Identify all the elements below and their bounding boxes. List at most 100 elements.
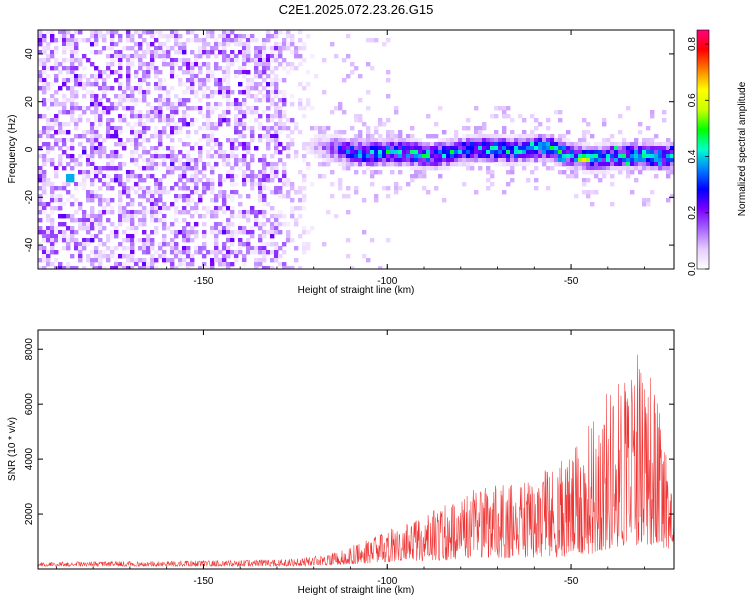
spectrogram-cell: [74, 66, 79, 71]
spectrogram-cell: [162, 86, 167, 91]
spectrogram-cell: [342, 78, 347, 83]
spectrogram-cell: [266, 146, 271, 151]
spectrogram-cell: [38, 174, 43, 179]
spectrogram-cell: [142, 230, 147, 235]
spectrogram-cell: [338, 142, 343, 147]
spectrogram-cell: [470, 166, 475, 171]
spectrogram-cell: [174, 130, 179, 135]
spectrogram-cell: [278, 158, 283, 163]
spectrogram-cell: [318, 142, 323, 147]
spectrogram-cell: [42, 142, 47, 147]
spectrogram-cell: [222, 210, 227, 215]
spectrogram-cell: [74, 242, 79, 247]
spectrogram-cell: [526, 138, 531, 143]
spectrogram-cell: [418, 158, 423, 163]
spectrogram-cell: [210, 178, 215, 183]
spectrogram-cell: [410, 154, 415, 159]
spectrogram-cell: [634, 162, 639, 167]
spectrogram-cell: [574, 154, 579, 159]
spectrogram-cell: [502, 110, 507, 115]
spectrogram-cell: [626, 170, 631, 175]
spectrogram-cell: [98, 30, 103, 35]
spectrogram-cell: [110, 266, 115, 269]
spectrogram-cell: [262, 154, 267, 159]
spectrogram-cell: [410, 178, 415, 183]
spectrogram-cell: [214, 226, 219, 231]
spectrogram-cell: [198, 46, 203, 51]
spectrogram-cell: [278, 98, 283, 103]
spectrogram-cell: [262, 202, 267, 207]
spectrogram-cell: [522, 138, 527, 143]
spectrogram-cell: [198, 38, 203, 43]
spectrogram-cell: [486, 146, 491, 151]
spectrogram-cell: [54, 230, 59, 235]
spectrogram-cell: [114, 246, 119, 251]
spectrogram-cell: [118, 98, 123, 103]
spectrogram-cell: [106, 46, 111, 51]
spectrogram-cell: [50, 194, 55, 199]
spectrogram-cell: [106, 74, 111, 79]
spectrogram-cell: [190, 190, 195, 195]
spectrogram-cell: [270, 98, 275, 103]
spectrogram-cell: [430, 154, 435, 159]
colorbar: 0.00.20.40.60.8 Normalized spectral ampl…: [687, 29, 748, 276]
spectrogram-cell: [158, 194, 163, 199]
spectrogram-cell: [194, 34, 199, 39]
spectrogram-cell: [170, 162, 175, 167]
spectrogram-cell: [590, 158, 595, 163]
spectrogram-cell: [414, 150, 419, 155]
spectrogram-cell: [86, 118, 91, 123]
spectrogram-cell: [150, 154, 155, 159]
spectrogram-cell: [98, 202, 103, 207]
spectrogram-cell: [330, 134, 335, 139]
spectrogram-cell: [254, 250, 259, 255]
spectrogram-cell: [38, 62, 43, 67]
spectrogram-cell: [494, 146, 499, 151]
spectrogram-cell: [198, 146, 203, 151]
spectrogram-cell: [54, 102, 59, 107]
spectrogram-cell: [222, 54, 227, 59]
spectrogram-cell: [106, 238, 111, 243]
spectrogram-cell: [250, 34, 255, 39]
spectrogram-cell: [110, 230, 115, 235]
spectrogram-cell: [186, 30, 191, 35]
spectrogram-cell: [374, 150, 379, 155]
spectrogram-cell: [338, 186, 343, 191]
spectrogram-cell: [490, 134, 495, 139]
spectrogram-cell: [554, 110, 559, 115]
spectrogram-cell: [510, 146, 515, 151]
spectrogram-cell: [154, 266, 159, 269]
spectrogram-cell: [250, 246, 255, 251]
spectrogram-cell: [342, 146, 347, 151]
spectrogram-cell: [302, 178, 307, 183]
spectrogram-cell: [290, 238, 295, 243]
spectrogram-cell: [570, 166, 575, 171]
spectrogram-cell: [214, 122, 219, 127]
spectrogram-cell: [142, 266, 147, 269]
spectrogram-cell: [182, 70, 187, 75]
spectrogram-cell: [90, 30, 95, 35]
spectrogram-cell: [442, 146, 447, 151]
spectrogram-cell: [150, 254, 155, 259]
spectrogram-cell: [134, 86, 139, 91]
spectrogram-cell: [258, 170, 263, 175]
spectrogram-cell: [534, 150, 539, 155]
spectrogram-cell: [166, 50, 171, 55]
spectrogram-cell: [66, 66, 71, 71]
spectrogram-cell: [70, 106, 75, 111]
spectrogram-cell: [142, 90, 147, 95]
spectrogram-cell: [62, 98, 67, 103]
spectrogram-cell: [62, 230, 67, 235]
spectrogram-cell: [210, 70, 215, 75]
spectrogram-cell: [238, 242, 243, 247]
spectrogram-cell: [302, 106, 307, 111]
spectrogram-cell: [138, 142, 143, 147]
spectrogram-cell: [206, 114, 211, 119]
spectrogram-cell: [266, 82, 271, 87]
spectrogram-cell: [262, 258, 267, 263]
spectrogram-cell: [38, 42, 43, 47]
spectrogram-cell: [126, 194, 131, 199]
spectrogram-cell: [222, 162, 227, 167]
spectrogram-cell: [438, 162, 443, 167]
